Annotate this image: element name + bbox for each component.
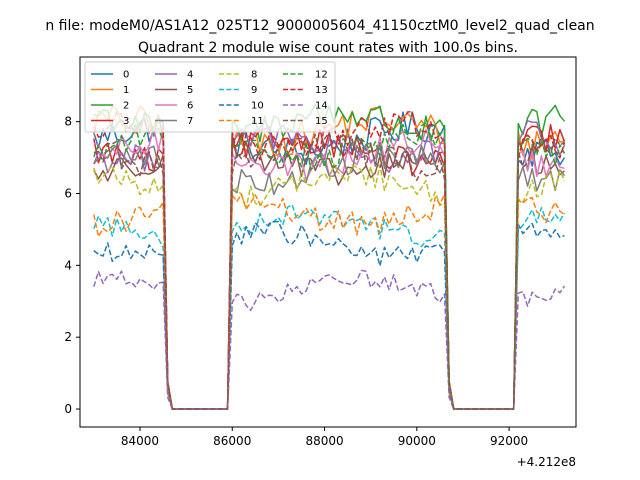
x-axis: 84000 86000 88000 90000 92000 <box>121 427 528 448</box>
legend-label-6: 6 <box>187 101 193 112</box>
legend-label-0: 0 <box>123 70 129 81</box>
x-axis-offset-label: +4.212e8 <box>517 455 576 469</box>
legend-label-15: 15 <box>315 116 328 127</box>
x-tick-label: 84000 <box>121 434 159 448</box>
legend-label-2: 2 <box>123 101 129 112</box>
legend-label-5: 5 <box>187 85 193 96</box>
x-tick-label: 88000 <box>305 434 343 448</box>
y-tick-label: 8 <box>64 115 72 129</box>
x-tick-label: 90000 <box>398 434 436 448</box>
legend-label-4: 4 <box>187 70 193 81</box>
legend-box <box>84 61 336 133</box>
legend-label-3: 3 <box>123 116 129 127</box>
y-tick-label: 0 <box>64 402 72 416</box>
y-axis: 0 2 4 6 8 <box>64 115 80 416</box>
legend-label-11: 11 <box>251 116 264 127</box>
x-tick-label: 92000 <box>490 434 528 448</box>
y-tick-label: 2 <box>64 330 72 344</box>
legend-label-13: 13 <box>315 85 328 96</box>
plot-frame <box>79 56 577 428</box>
y-tick-label: 6 <box>64 187 72 201</box>
legend-label-1: 1 <box>123 85 129 96</box>
legend-label-9: 9 <box>251 85 257 96</box>
chart-title: Quadrant 2 module wise count rates with … <box>138 40 518 56</box>
series-lines <box>93 103 566 410</box>
x-tick-label: 86000 <box>213 434 251 448</box>
legend-label-14: 14 <box>315 101 328 112</box>
legend-label-8: 8 <box>251 70 257 81</box>
plot-area <box>79 56 577 428</box>
y-tick-label: 4 <box>64 258 72 272</box>
legend-label-7: 7 <box>187 116 193 127</box>
legend-label-12: 12 <box>315 70 328 81</box>
legend-label-10: 10 <box>251 101 264 112</box>
chart-suptitle: n file: modeM0/AS1A12_025T12_9000005604_… <box>45 18 594 34</box>
